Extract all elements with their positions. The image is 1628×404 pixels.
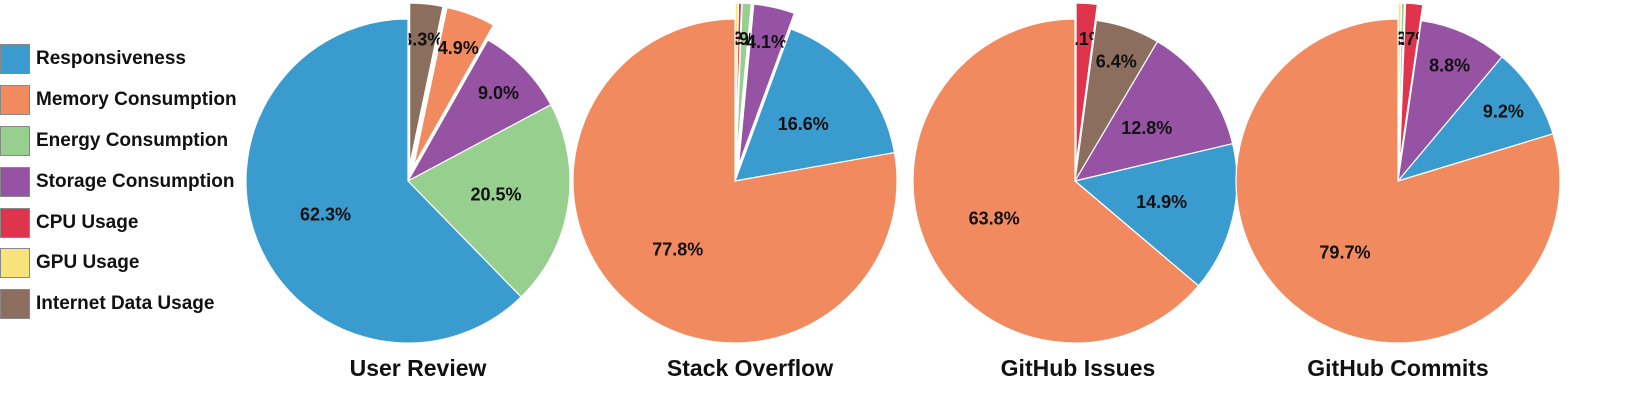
slice-stack-overflow-energy-consumption bbox=[735, 2, 752, 166]
slice-user-review-internet-data-usage bbox=[409, 2, 444, 166]
slice-label-user-review-responsiveness: 62.3% bbox=[300, 205, 351, 225]
slice-label-github-issues-internet-data-usage: 6.4% bbox=[1096, 52, 1137, 72]
legend-item-memory-consumption: Memory Consumption bbox=[0, 85, 237, 115]
slice-stack-overflow-cpu-usage bbox=[734, 2, 743, 166]
legend-label-responsiveness: Responsiveness bbox=[36, 48, 186, 69]
slice-label-user-review-storage-consumption: 9.0% bbox=[478, 83, 519, 103]
slice-label-github-issues-memory-consumption: 63.8% bbox=[969, 208, 1020, 228]
pie-stack-overflow: 0.3%0.3%0.9%4.1%16.6%77.8%Stack Overflow bbox=[572, 2, 898, 381]
slice-user-review-responsiveness bbox=[245, 18, 522, 344]
slice-github-issues-memory-consumption bbox=[912, 18, 1200, 344]
legend-swatch-responsiveness bbox=[0, 44, 30, 74]
pie-github-issues: 2.1%6.4%12.8%14.9%63.8%GitHub Issues bbox=[912, 2, 1238, 381]
legend-item-energy-consumption: Energy Consumption bbox=[0, 126, 228, 156]
slice-label-user-review-memory-consumption: 4.9% bbox=[438, 38, 479, 58]
legend-swatch-energy-consumption bbox=[0, 126, 30, 156]
slice-github-commits-storage-consumption bbox=[1397, 20, 1503, 184]
slice-github-issues-responsiveness bbox=[1073, 142, 1238, 287]
slice-label-github-commits-responsiveness: 9.2% bbox=[1483, 101, 1524, 121]
slice-stack-overflow-responsiveness bbox=[734, 28, 896, 182]
slice-github-commits-cpu-usage bbox=[1398, 2, 1424, 166]
slice-stack-overflow-storage-consumption bbox=[737, 3, 796, 166]
slice-label-github-issues-storage-consumption: 12.8% bbox=[1121, 118, 1172, 138]
legend-label-gpu-usage: GPU Usage bbox=[36, 252, 140, 273]
slice-github-commits-responsiveness bbox=[1396, 55, 1554, 183]
pie-title-user-review: User Review bbox=[350, 355, 487, 381]
legend-swatch-memory-consumption bbox=[0, 85, 30, 115]
slice-label-stack-overflow-responsiveness: 16.6% bbox=[778, 114, 829, 134]
slice-label-stack-overflow-storage-consumption: 4.1% bbox=[746, 32, 787, 52]
slice-github-issues-cpu-usage bbox=[1075, 2, 1099, 166]
slice-stack-overflow-memory-consumption bbox=[572, 18, 898, 344]
legend-item-responsiveness: Responsiveness bbox=[0, 44, 186, 74]
slice-user-review-energy-consumption bbox=[407, 103, 571, 298]
slice-label-github-commits-storage-consumption: 8.8% bbox=[1429, 56, 1470, 76]
slice-label-user-review-energy-consumption: 20.5% bbox=[471, 185, 522, 205]
pie-title-stack-overflow: Stack Overflow bbox=[667, 355, 833, 381]
legend-swatch-internet-data-usage bbox=[0, 289, 30, 319]
slice-github-issues-storage-consumption bbox=[1073, 40, 1234, 182]
slice-user-review-storage-consumption bbox=[406, 39, 552, 183]
legend-swatch-storage-consumption bbox=[0, 167, 30, 197]
legend-item-internet-data-usage: Internet Data Usage bbox=[0, 289, 214, 319]
pie-title-github-issues: GitHub Issues bbox=[1001, 355, 1156, 381]
slice-label-user-review-internet-data-usage: 3.3% bbox=[402, 29, 443, 49]
legend-label-cpu-usage: CPU Usage bbox=[36, 212, 139, 233]
slice-github-commits-memory-consumption bbox=[1235, 18, 1561, 344]
legend-swatch-cpu-usage bbox=[0, 208, 30, 238]
legend-item-storage-consumption: Storage Consumption bbox=[0, 167, 234, 197]
slice-label-github-commits-memory-consumption: 79.7% bbox=[1319, 243, 1370, 263]
legend-label-energy-consumption: Energy Consumption bbox=[36, 130, 229, 151]
pie-title-github-commits: GitHub Commits bbox=[1307, 355, 1488, 381]
legend-label-memory-consumption: Memory Consumption bbox=[36, 89, 237, 110]
slice-label-stack-overflow-memory-consumption: 77.8% bbox=[652, 239, 703, 259]
legend-label-storage-consumption: Storage Consumption bbox=[36, 171, 235, 192]
slice-github-commits-energy-consumption bbox=[1397, 2, 1406, 166]
pie-user-review: 3.3%4.9% 9.0% 20.5% 62.3% User Review bbox=[245, 2, 571, 381]
legend-swatch-gpu-usage bbox=[0, 248, 30, 278]
legend-item-gpu-usage: GPU Usage bbox=[0, 248, 139, 278]
slice-label-github-issues-responsiveness: 14.9% bbox=[1136, 192, 1187, 212]
pie-github-commits: 0.3%0.3%1.7%8.8%9.2%79.7%GitHub Commits bbox=[1235, 2, 1561, 381]
legend-label-internet-data-usage: Internet Data Usage bbox=[36, 293, 215, 314]
legend-item-cpu-usage: CPU Usage bbox=[0, 208, 138, 238]
slice-user-review-memory-consumption bbox=[413, 6, 495, 167]
